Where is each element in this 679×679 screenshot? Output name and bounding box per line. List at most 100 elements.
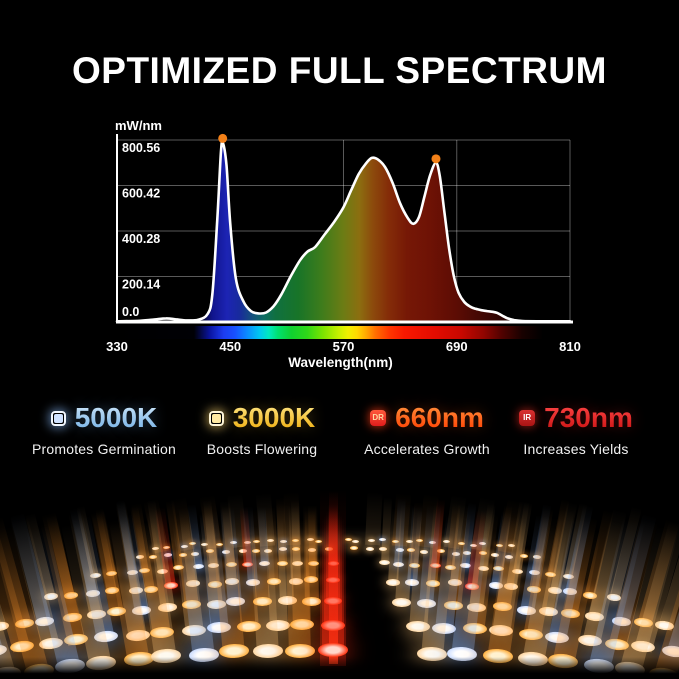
led-beam bbox=[65, 488, 99, 597]
led-beam bbox=[35, 489, 79, 622]
light-cone bbox=[226, 484, 249, 548]
led-5000k-icon bbox=[50, 410, 66, 426]
led-beam bbox=[113, 483, 137, 575]
led-beam bbox=[274, 482, 287, 565]
led-dot bbox=[105, 570, 118, 577]
led-dot bbox=[478, 550, 487, 555]
led-dot bbox=[490, 552, 499, 557]
led-dot bbox=[584, 610, 605, 622]
led-beam bbox=[530, 488, 554, 575]
led-dot bbox=[304, 575, 319, 583]
led-dot bbox=[8, 639, 35, 654]
led-beam bbox=[521, 495, 573, 665]
light-cone bbox=[497, 489, 525, 554]
led-dot bbox=[462, 550, 472, 555]
led-beam bbox=[615, 489, 663, 626]
led-dot bbox=[482, 648, 513, 664]
led-dot bbox=[459, 562, 471, 569]
led-beam bbox=[634, 493, 679, 652]
legend-head-660nm: DR 660nm bbox=[315, 402, 539, 434]
led-beam bbox=[0, 489, 17, 679]
led-beam bbox=[275, 482, 295, 604]
led-dot bbox=[519, 553, 529, 559]
led-dot bbox=[444, 564, 456, 571]
led-dot bbox=[237, 620, 262, 633]
led-dot bbox=[253, 539, 261, 544]
deep-red-dr-icon: DR bbox=[370, 410, 387, 426]
led-dot bbox=[606, 593, 622, 602]
led-dot bbox=[604, 637, 630, 652]
led-dot bbox=[488, 581, 504, 589]
led-beam bbox=[446, 488, 463, 570]
led-dot bbox=[533, 554, 542, 560]
led-dot bbox=[379, 546, 388, 551]
led-dot bbox=[181, 624, 207, 637]
x-tick-label: 810 bbox=[559, 339, 581, 354]
led-dot bbox=[63, 591, 79, 600]
led-beam bbox=[326, 490, 340, 604]
infra-red-ir-icon: IR bbox=[519, 410, 536, 426]
led-dot bbox=[385, 578, 401, 586]
led-beam bbox=[85, 488, 124, 616]
led-dot bbox=[181, 599, 202, 609]
led-beam bbox=[130, 490, 177, 662]
horizon-glow bbox=[60, 522, 620, 564]
led-dot bbox=[407, 548, 416, 553]
legend-item-660nm: DR 660nm Accelerates Growth bbox=[315, 402, 539, 458]
led-dot bbox=[562, 573, 574, 580]
page-title: OPTIMIZED FULL SPECTRUM bbox=[72, 50, 607, 91]
led-dot bbox=[466, 602, 486, 612]
led-beam bbox=[461, 487, 479, 568]
led-beam bbox=[19, 494, 81, 673]
led-board-photo bbox=[0, 470, 679, 679]
led-beam bbox=[0, 496, 4, 657]
led-dot bbox=[318, 643, 348, 657]
led-beam bbox=[548, 491, 595, 643]
led-dot bbox=[416, 646, 447, 661]
led-beam bbox=[241, 488, 259, 585]
led-beam bbox=[63, 489, 103, 619]
led-beam bbox=[256, 493, 269, 565]
led-dot bbox=[462, 622, 488, 635]
y-tick-label: 400.28 bbox=[122, 232, 160, 246]
led-dot bbox=[415, 538, 423, 543]
led-dot bbox=[526, 584, 542, 593]
led-beam bbox=[324, 489, 342, 629]
led-beam bbox=[304, 494, 317, 581]
led-dot bbox=[22, 662, 54, 679]
legend-head-730nm: IR 730nm bbox=[464, 402, 679, 434]
led-beam bbox=[552, 498, 607, 667]
led-dot bbox=[352, 539, 359, 543]
led-dot bbox=[291, 560, 303, 566]
led-dot bbox=[158, 602, 178, 613]
led-dot bbox=[205, 548, 214, 553]
led-beam bbox=[185, 489, 203, 569]
peak-marker-dot bbox=[431, 154, 441, 164]
led-dot bbox=[230, 540, 237, 544]
led-beam bbox=[42, 496, 76, 599]
led-dot bbox=[431, 622, 457, 635]
led-beam bbox=[88, 495, 117, 593]
led-dot bbox=[379, 560, 391, 566]
spectrum-chart-canvas: mW/nm 0.0 200.14 400.28 600.42 800.56 330 450 57… bbox=[106, 118, 581, 370]
led-beam bbox=[196, 484, 229, 632]
led-dot bbox=[366, 546, 375, 551]
led-dot bbox=[308, 548, 317, 552]
led-dot bbox=[405, 539, 413, 543]
led-beam bbox=[410, 488, 424, 568]
led-beam bbox=[435, 490, 467, 633]
led-beam bbox=[3, 489, 60, 649]
light-cone bbox=[444, 485, 469, 550]
led-dot bbox=[443, 539, 450, 544]
led-dot bbox=[350, 546, 359, 550]
led-beam bbox=[152, 488, 177, 588]
legend-item-3000k: 3000K Boosts Flowering bbox=[150, 402, 374, 458]
led-beam bbox=[653, 488, 679, 679]
led-dot bbox=[612, 615, 632, 627]
led-beam bbox=[565, 485, 598, 595]
led-dot bbox=[661, 644, 679, 659]
led-beam bbox=[143, 487, 175, 611]
led-dot bbox=[538, 606, 558, 617]
led-beam bbox=[547, 482, 573, 577]
legend-head-3000k: 3000K bbox=[150, 402, 374, 434]
